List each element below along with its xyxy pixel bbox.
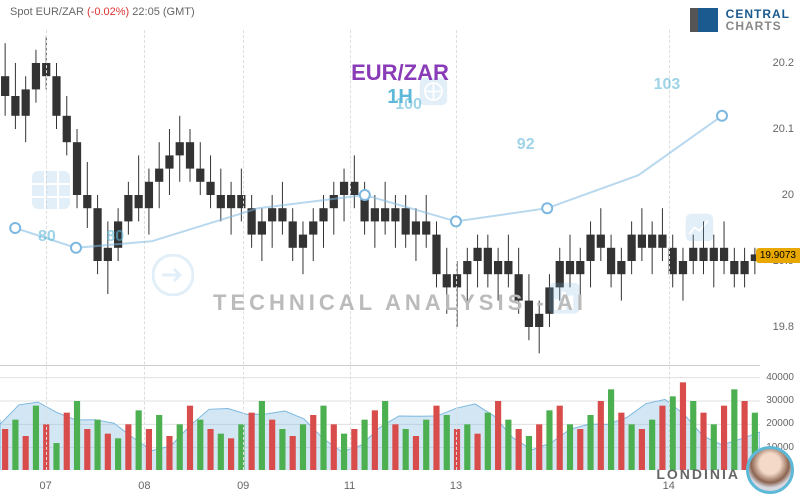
time-x-axis: 070809111314 [0, 480, 760, 496]
timeframe-label: 1H [351, 86, 449, 109]
chart-title: EUR/ZAR 1H [351, 60, 449, 109]
time-label: 22:05 [132, 6, 160, 18]
pct-change: (-0.02%) [87, 6, 129, 18]
watermark-line-icon [684, 212, 720, 248]
watermark-number: 80 [106, 228, 124, 246]
price-y-axis: 20.220.12019.919.8 [760, 30, 800, 360]
watermark-number: 80 [38, 228, 56, 246]
watermark-bars-icon [547, 281, 585, 319]
logo-icon [694, 8, 718, 32]
last-price-tag: 19.9073 [756, 248, 800, 263]
watermark-arrow-icon [152, 254, 194, 296]
logo-text: CENTRAL CHARTS [726, 8, 790, 32]
tz-label: (GMT) [163, 6, 195, 18]
instrument-label: Spot EUR/ZAR [10, 6, 84, 18]
watermark-number: 103 [654, 76, 681, 94]
avatar-icon[interactable] [746, 446, 794, 494]
pair-label: EUR/ZAR [351, 60, 449, 86]
footer-brand: LONDINIA [656, 466, 740, 482]
watermark-grid-icon [30, 169, 72, 211]
brand-logo[interactable]: CENTRAL CHARTS [694, 8, 790, 32]
watermark-number: 92 [517, 136, 535, 154]
volume-chart[interactable] [0, 365, 760, 470]
chart-header: Spot EUR/ZAR (-0.02%) 22:05 (GMT) [10, 6, 195, 18]
